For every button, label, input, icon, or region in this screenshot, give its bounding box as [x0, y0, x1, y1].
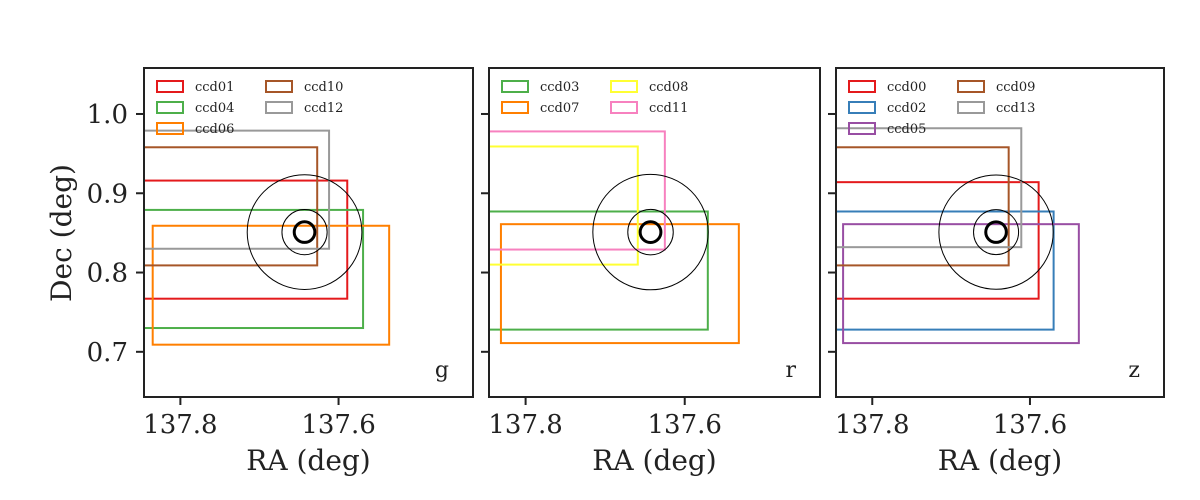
- plot-frame-r: [488, 67, 821, 398]
- legend-label-ccd09: ccd09: [996, 80, 1035, 95]
- target-circle-large: [938, 174, 1054, 290]
- band-label-z: z: [1128, 358, 1140, 383]
- plot-frame-g: [143, 67, 474, 398]
- band-label-r: r: [785, 358, 796, 383]
- target-circle-large: [246, 174, 363, 290]
- legend-label-ccd02: ccd02: [887, 101, 926, 116]
- legend-label-ccd03: ccd03: [540, 80, 579, 95]
- y-tick-label: 0.9: [87, 179, 128, 209]
- legend-label-ccd13: ccd13: [996, 101, 1035, 116]
- legend-swatch-ccd10: [265, 80, 293, 93]
- legend-label-ccd12: ccd12: [304, 101, 343, 116]
- target-circle-small: [638, 220, 663, 244]
- plot-area-r: [489, 130, 740, 345]
- legend-swatch-ccd05: [848, 122, 876, 135]
- legend-swatch-ccd02: [848, 101, 876, 114]
- legend-swatch-ccd03: [501, 80, 529, 93]
- target-circle-large: [592, 173, 709, 291]
- y-tick-label: 1.0: [87, 100, 128, 130]
- ccd-footprint-ccd10: [144, 146, 319, 267]
- legend-label-ccd05: ccd05: [887, 122, 926, 137]
- panels-layer: 137.8 137.61.00.90.80.7RA (deg)gccd01ccd0…: [87, 67, 1165, 477]
- legend-swatch-ccd00: [848, 80, 876, 93]
- ccd-footprint-ccd13: [836, 127, 1023, 249]
- x-axis-title: RA (deg): [938, 444, 1062, 477]
- panel-g: 137.8 137.61.00.90.80.7RA (deg)gccd01ccd0…: [87, 67, 474, 477]
- legend-label-ccd01: ccd01: [195, 80, 234, 95]
- y-tick-label: 0.8: [87, 259, 128, 289]
- legend-z: ccd00 ccd02 ccd05 ccd09 ccd13: [848, 80, 1035, 137]
- legend-swatch-ccd09: [957, 80, 985, 93]
- legend-swatch-ccd12: [265, 101, 293, 114]
- x-tick-label: 137.6: [301, 410, 375, 440]
- ccd-footprint-ccd03: [489, 210, 709, 331]
- target-circle-small: [292, 220, 317, 244]
- legend-label-ccd06: ccd06: [195, 122, 234, 137]
- plot-area-g: [144, 129, 391, 346]
- legend-r: ccd03 ccd07 ccd08 ccd11: [501, 80, 688, 116]
- y-tick-label: 0.7: [87, 338, 128, 368]
- legend-label-ccd00: ccd00: [887, 80, 926, 95]
- ccd-footprint-ccd11: [489, 130, 666, 251]
- legend-swatch-ccd06: [156, 122, 184, 135]
- target-circle-medium: [973, 209, 1020, 256]
- ccd-footprint-ccd04: [144, 208, 365, 330]
- panel-z: 137.8 137.6RA (deg)zccd00ccd02ccd05ccd09c…: [828, 67, 1165, 477]
- legend-g: ccd01 ccd04 ccd06 ccd10 ccd12: [156, 80, 343, 137]
- legend-swatch-ccd01: [156, 80, 184, 93]
- ccd-footprint-ccd12: [144, 129, 331, 250]
- legend-swatch-ccd13: [957, 101, 985, 114]
- x-tick-label: 137.8: [143, 410, 217, 440]
- ccd-footprint-ccd05: [842, 223, 1080, 345]
- ccd-footprint-ccd02: [836, 210, 1055, 331]
- x-tick-label: 137.6: [648, 410, 722, 440]
- ccd-footprint-ccd00: [836, 181, 1040, 300]
- ccd-footprint-ccd01: [144, 179, 349, 300]
- x-tick-label: 137.8: [488, 410, 562, 440]
- legend-label-ccd04: ccd04: [195, 101, 234, 116]
- legend-label-ccd08: ccd08: [649, 80, 688, 95]
- y-axis-title: Dec (deg): [45, 164, 78, 302]
- legend-label-ccd11: ccd11: [649, 101, 688, 116]
- panel-r: 137.8 137.6 RA (deg) r ccd03 ccd07 ccd08 ccd11: [481, 67, 821, 477]
- ccd-footprint-ccd09: [836, 146, 1010, 267]
- x-tick-label: 137.8: [835, 410, 909, 440]
- ccd-footprint-ccd07: [499, 223, 740, 345]
- target-circle-medium: [281, 209, 328, 256]
- x-tick-label: 137.6: [993, 410, 1067, 440]
- legend-label-ccd10: ccd10: [304, 80, 343, 95]
- target-circle-medium: [627, 208, 674, 256]
- plot-frame-z: [835, 67, 1165, 398]
- legend-swatch-ccd07: [501, 101, 529, 114]
- band-label-g: g: [435, 358, 449, 383]
- x-axis-title: RA (deg): [246, 444, 370, 477]
- ccd-footprint-ccd08: [489, 145, 639, 266]
- target-circle-small: [984, 220, 1008, 244]
- legend-swatch-ccd08: [610, 80, 638, 93]
- plot-area-z: [836, 127, 1080, 345]
- legend-swatch-ccd11: [610, 101, 638, 114]
- x-axis-title: RA (deg): [592, 444, 716, 477]
- ccd-footprint-ccd06: [151, 224, 391, 346]
- legend-label-ccd07: ccd07: [540, 101, 579, 116]
- legend-swatch-ccd04: [156, 101, 184, 114]
